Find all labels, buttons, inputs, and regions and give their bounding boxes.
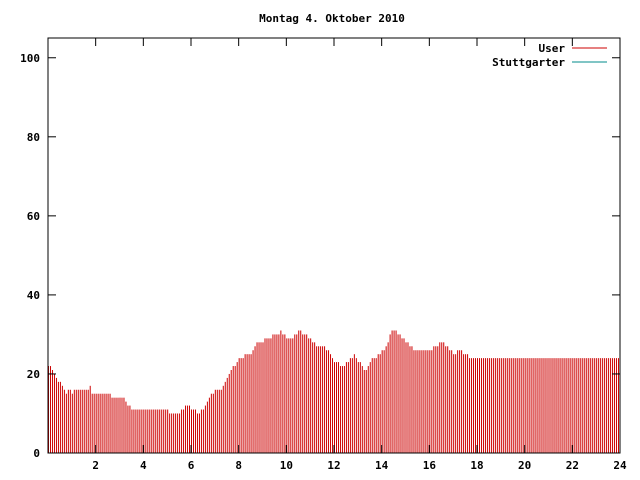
- x-tick-label: 8: [235, 459, 242, 472]
- legend: User Stuttgarter: [492, 42, 607, 69]
- x-tick-label: 12: [327, 459, 340, 472]
- legend-label-user: User: [539, 42, 566, 55]
- y-tick-label: 60: [27, 210, 40, 223]
- bars-group: [48, 330, 620, 453]
- x-tick-label: 14: [375, 459, 389, 472]
- x-tick-label: 10: [280, 459, 293, 472]
- x-tick-label: 4: [140, 459, 147, 472]
- x-tick-label: 20: [518, 459, 531, 472]
- y-tick-label: 0: [33, 447, 40, 460]
- y-tick-label: 100: [20, 52, 40, 65]
- chart-title: Montag 4. Oktober 2010: [259, 12, 405, 25]
- x-tick-label: 22: [566, 459, 579, 472]
- y-tick-label: 20: [27, 368, 40, 381]
- x-tick-label: 16: [423, 459, 437, 472]
- x-tick-label: 18: [470, 459, 483, 472]
- y-tick-label: 80: [27, 131, 40, 144]
- x-tick-label: 6: [188, 459, 195, 472]
- x-tick-label: 2: [92, 459, 99, 472]
- y-tick-label: 40: [27, 289, 40, 302]
- legend-label-stuttgarter: Stuttgarter: [492, 56, 565, 69]
- x-tick-label: 24: [613, 459, 627, 472]
